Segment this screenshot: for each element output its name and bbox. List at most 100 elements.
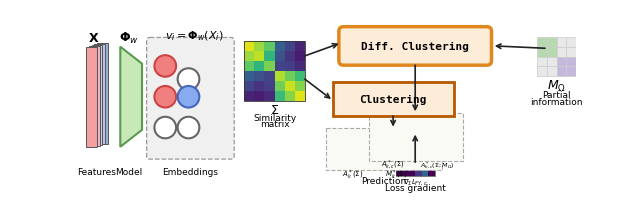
Bar	[86, 48, 97, 147]
Bar	[403, 150, 408, 156]
Bar	[393, 137, 399, 143]
Text: $\mathbf{X}$: $\mathbf{X}$	[88, 32, 100, 45]
Bar	[378, 156, 384, 162]
Bar	[244, 71, 254, 81]
Text: $M_\Omega$: $M_\Omega$	[547, 78, 566, 93]
Bar	[419, 137, 425, 143]
Text: $A^*_{k,c}(\Sigma)$: $A^*_{k,c}(\Sigma)$	[381, 158, 404, 171]
Bar	[387, 150, 393, 156]
Bar	[334, 132, 340, 138]
Bar	[557, 58, 566, 67]
Bar	[294, 71, 305, 81]
Bar	[294, 91, 305, 101]
Bar	[347, 150, 353, 156]
Bar	[425, 150, 431, 156]
Bar	[406, 137, 412, 143]
Bar	[380, 131, 387, 137]
Bar	[390, 138, 396, 144]
Bar	[340, 144, 347, 150]
FancyBboxPatch shape	[339, 28, 492, 66]
Bar	[399, 143, 406, 150]
Bar	[396, 162, 403, 169]
Bar	[334, 138, 340, 144]
Text: $A^*_{k,c}(\Sigma;M_\Omega)$: $A^*_{k,c}(\Sigma;M_\Omega)$	[420, 160, 455, 170]
Bar	[264, 61, 275, 71]
Bar	[275, 51, 285, 61]
Bar	[409, 170, 415, 176]
Bar	[444, 131, 451, 137]
FancyBboxPatch shape	[333, 83, 454, 116]
Bar	[399, 124, 406, 131]
Bar	[403, 138, 408, 144]
Circle shape	[178, 117, 199, 139]
Bar	[428, 163, 435, 170]
Bar	[431, 118, 438, 124]
Bar	[428, 144, 435, 151]
Bar	[340, 132, 347, 138]
Bar	[264, 71, 275, 81]
Bar	[451, 150, 457, 156]
Circle shape	[178, 69, 199, 90]
Bar	[94, 45, 105, 145]
Bar	[431, 124, 438, 131]
Bar	[422, 170, 428, 176]
Bar	[415, 138, 422, 144]
Bar	[387, 131, 393, 137]
Bar	[380, 150, 387, 156]
Circle shape	[154, 56, 176, 77]
Bar	[373, 150, 380, 156]
FancyBboxPatch shape	[369, 113, 463, 161]
Bar	[566, 38, 576, 48]
Bar	[359, 132, 365, 138]
Bar	[409, 138, 415, 144]
Bar	[428, 170, 435, 176]
Bar	[390, 150, 396, 156]
Bar	[244, 91, 254, 101]
Text: Similarity: Similarity	[253, 113, 296, 122]
Bar	[347, 156, 353, 162]
Bar	[275, 81, 285, 91]
FancyBboxPatch shape	[326, 129, 442, 170]
Bar	[359, 156, 365, 162]
Text: Prediction: Prediction	[362, 176, 407, 185]
Bar	[403, 156, 408, 162]
Bar	[547, 48, 557, 58]
Bar	[399, 118, 406, 124]
Bar	[387, 118, 393, 124]
Bar	[419, 124, 425, 131]
Bar	[384, 138, 390, 144]
Bar	[408, 150, 415, 156]
Bar	[244, 41, 254, 51]
Bar	[387, 137, 393, 143]
Bar	[393, 118, 399, 124]
Bar	[294, 51, 305, 61]
Bar	[419, 131, 425, 137]
Bar	[438, 137, 444, 143]
Bar	[444, 118, 451, 124]
Bar	[365, 162, 371, 169]
Bar	[406, 143, 412, 150]
Bar	[340, 150, 347, 156]
Bar	[359, 150, 365, 156]
Bar	[365, 156, 371, 162]
Bar	[537, 48, 547, 58]
Bar	[409, 157, 415, 163]
Bar	[378, 132, 384, 138]
Bar	[264, 81, 275, 91]
Bar	[419, 150, 425, 156]
Bar	[294, 81, 305, 91]
Bar	[353, 156, 359, 162]
Bar	[428, 151, 435, 157]
Bar	[380, 143, 387, 150]
Bar	[431, 143, 438, 150]
Bar	[380, 124, 387, 131]
Bar	[89, 47, 100, 146]
Bar	[415, 170, 422, 176]
Bar	[254, 41, 264, 51]
Bar	[444, 143, 451, 150]
Bar	[422, 163, 428, 170]
Bar	[244, 51, 254, 61]
Bar	[387, 143, 393, 150]
Bar	[547, 58, 557, 67]
Bar	[403, 170, 409, 176]
